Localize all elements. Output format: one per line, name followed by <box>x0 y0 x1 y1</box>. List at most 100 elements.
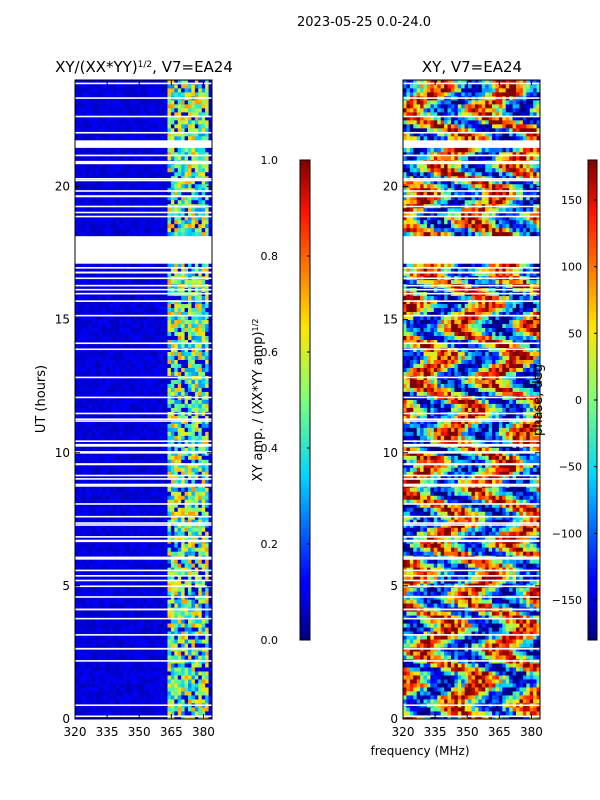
heatmap-cell <box>102 355 107 360</box>
heatmap-cell <box>126 359 131 364</box>
heatmap-cell <box>160 319 165 325</box>
heatmap-cell <box>95 611 100 616</box>
heatmap-cell <box>184 571 189 576</box>
heatmap-cell <box>140 687 144 692</box>
heatmap-cell <box>105 627 110 632</box>
heatmap-cell <box>208 499 213 504</box>
heatmap-cell <box>191 603 196 608</box>
heatmap-cell <box>164 675 168 680</box>
heatmap-cell <box>167 583 172 588</box>
heatmap-cell <box>201 331 206 336</box>
heatmap-cell <box>160 383 165 388</box>
heatmap-cell <box>92 487 96 492</box>
heatmap-cell <box>126 387 131 392</box>
heatmap-cell <box>194 691 199 696</box>
heatmap-cell <box>157 303 162 309</box>
heatmap-cell <box>184 671 189 676</box>
heatmap-cell <box>85 227 90 233</box>
heatmap-cell <box>188 447 192 452</box>
heatmap-cell <box>105 579 110 584</box>
heatmap-cell <box>102 343 107 348</box>
heatmap-cell <box>167 591 172 596</box>
heatmap-cell <box>85 363 90 368</box>
heatmap-cell <box>160 211 165 217</box>
heatmap-cell <box>140 583 144 588</box>
heatmap-cell <box>75 423 79 428</box>
heatmap-cell <box>194 671 199 676</box>
heatmap-cell <box>170 367 175 372</box>
heatmap-cell <box>174 407 179 412</box>
heatmap-cell <box>194 199 199 205</box>
heatmap-cell <box>136 315 141 321</box>
heatmap-cell <box>194 367 199 372</box>
heatmap-cell <box>160 271 165 277</box>
heatmap-cell <box>105 619 110 624</box>
heatmap-cell <box>184 527 189 532</box>
heatmap-cell <box>205 515 209 520</box>
heatmap-cell <box>167 543 172 548</box>
heatmap-cell <box>102 543 107 548</box>
heatmap-cell <box>191 475 196 480</box>
heatmap-cell <box>95 343 100 348</box>
heatmap-cell <box>129 447 134 452</box>
heatmap-cell <box>85 359 90 364</box>
heatmap-cell <box>102 459 107 464</box>
heatmap-cell <box>133 579 138 584</box>
heatmap-cell <box>150 551 155 556</box>
heatmap-cell <box>88 371 93 376</box>
heatmap-cell <box>109 515 114 520</box>
heatmap-cell <box>181 359 185 364</box>
heatmap-cell <box>201 423 206 428</box>
heatmap-cell <box>112 599 117 604</box>
heatmap-cell <box>198 455 203 460</box>
heatmap-cell <box>133 303 138 309</box>
heatmap-cell <box>191 403 196 408</box>
heatmap-cell <box>112 427 117 432</box>
heatmap-cell <box>167 663 172 668</box>
heatmap-cell <box>157 651 162 656</box>
heatmap-cell <box>133 691 138 696</box>
heatmap-cell <box>160 191 165 197</box>
heatmap-cell <box>150 403 155 408</box>
heatmap-cell <box>112 387 117 392</box>
heatmap-cell <box>126 631 131 636</box>
heatmap-cell <box>126 699 131 704</box>
heatmap-cell <box>153 611 158 616</box>
heatmap-cell <box>133 295 138 301</box>
heatmap-cell <box>160 339 165 344</box>
heatmap-cell <box>157 191 162 197</box>
heatmap-cell <box>170 651 175 656</box>
heatmap-cell <box>170 315 175 321</box>
heatmap-cell <box>164 403 168 408</box>
heatmap-cell <box>208 447 213 452</box>
heatmap-cell <box>150 663 155 668</box>
heatmap-cell <box>143 227 148 233</box>
heatmap-cell <box>191 563 196 568</box>
heatmap-cell <box>205 619 209 624</box>
heatmap-cell <box>208 215 213 221</box>
heatmap-cell <box>188 319 192 325</box>
heatmap-cell <box>143 367 148 372</box>
heatmap-cell <box>119 547 124 552</box>
heatmap-cell <box>126 583 131 588</box>
heatmap-cell <box>116 367 120 372</box>
heatmap-cell <box>133 407 138 412</box>
heatmap-cell <box>146 479 151 484</box>
heatmap-cell <box>109 199 114 205</box>
heatmap-cell <box>95 223 100 229</box>
heatmap-cell <box>157 615 162 620</box>
heatmap-cell <box>92 531 96 536</box>
heatmap-cell <box>188 527 192 532</box>
heatmap-cell <box>105 511 110 516</box>
heatmap-cell <box>116 191 120 197</box>
heatmap-cell <box>164 455 168 460</box>
heatmap-cell <box>95 423 100 428</box>
heatmap-cell <box>98 527 103 532</box>
heatmap-cell <box>198 355 203 360</box>
heatmap-cell <box>85 495 90 500</box>
heatmap-cell <box>198 623 203 628</box>
heatmap-cell <box>129 423 134 428</box>
heatmap-cell <box>205 547 209 552</box>
heatmap-cell <box>75 615 79 620</box>
heatmap-cell <box>116 587 120 592</box>
